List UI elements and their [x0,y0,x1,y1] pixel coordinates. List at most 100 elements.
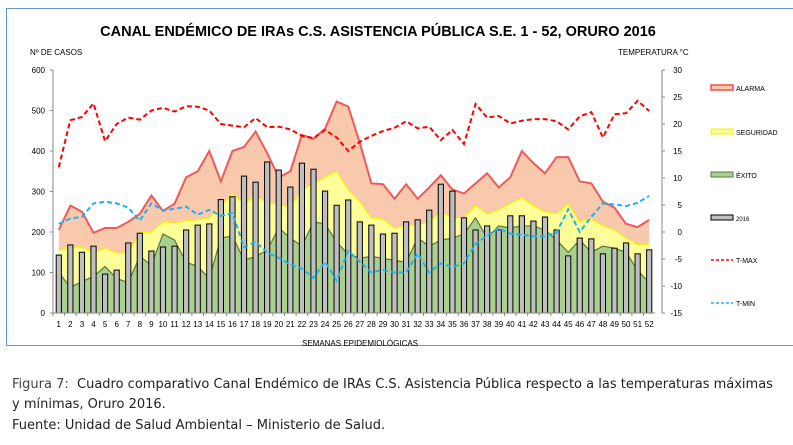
bar-2016 [507,215,514,314]
legend-label-t-max: T-MAX [736,258,758,265]
x-tick-label: 48 [598,320,607,329]
bar-2016 [90,245,97,314]
bar-2016 [345,199,352,314]
bar-2016 [460,217,468,314]
x-tick-label: 10 [159,320,168,329]
y2-tick-label: 10 [673,174,682,183]
y2-tick-label: -5 [675,255,683,264]
x-tick-label: 22 [297,320,306,329]
y-tick-label: 200 [32,228,46,237]
x-tick-label: 6 [114,320,119,329]
bar-2016 [611,247,618,314]
y-tick-label: 300 [32,188,46,197]
x-tick-label: 33 [425,320,434,329]
x-tick-label: 17 [240,320,249,329]
line-layer [57,99,650,283]
x-axis-label: SEMANAS EPIDEMIOLÓGICAS [302,339,418,348]
bar-2016 [414,219,421,314]
chart: CANAL ENDÉMICO DE IRAs C.S. ASISTENCIA P… [30,22,778,348]
bar-2016 [78,251,86,314]
x-tick-label: 42 [529,320,538,329]
x-tick-label: 27 [355,320,364,329]
bar-2016 [101,273,109,314]
legend-swatch-2016 [710,214,734,221]
bar-2016 [426,209,433,314]
x-tick-label: 52 [645,320,654,329]
legend-label-alarma: ALARMA [736,86,765,93]
legend-label-seguridad: SEGURIDAD [736,130,778,137]
bar-2016 [171,245,178,314]
y2-tick-label: 30 [673,66,682,75]
bar-2016 [194,224,201,314]
bar-2016 [298,162,306,314]
x-tick-label: 5 [103,320,108,329]
bar-2016 [541,216,549,314]
y-axis-label: Nº DE CASOS [30,48,82,57]
x-tick-label: 25 [332,320,341,329]
y2-tick-label: 0 [678,228,683,237]
bar-2016 [275,169,282,314]
legend-label-exito: ÉXITO [736,171,757,180]
bar-2016 [136,232,143,314]
x-tick-label: 11 [170,320,179,329]
x-tick-label: 3 [80,320,85,329]
x-tick-label: 32 [413,320,422,329]
bar-2016 [125,242,132,314]
bar-2016 [252,181,259,314]
bar-2016 [183,229,190,314]
axes-layer: 0100200300400500600-15-10-50510152025301… [32,66,683,329]
x-tick-label: 39 [494,320,503,329]
x-tick-label: 31 [402,320,411,329]
y-tick-label: 400 [32,147,46,156]
x-tick-label: 20 [274,320,283,329]
bar-2016 [518,215,525,314]
bar-2016 [553,229,560,314]
x-tick-label: 51 [633,320,642,329]
x-tick-label: 34 [436,320,445,329]
bar-2016 [368,224,375,314]
y-tick-label: 100 [32,269,46,278]
legend-label-t-min: T-MIN [736,301,755,308]
x-tick-label: 24 [321,320,330,329]
x-tick-label: 45 [564,320,573,329]
x-tick-label: 46 [575,320,584,329]
bar-2016 [484,225,491,314]
x-tick-label: 2 [68,320,73,329]
figure-caption-line2: y mínimas, Oruro 2016. [12,397,166,412]
x-tick-label: 40 [506,320,515,329]
y2-tick-label: 5 [678,201,683,210]
x-tick-label: 38 [483,320,492,329]
bar-2016 [333,204,340,314]
x-tick-label: 1 [57,320,62,329]
bar-layer [55,161,653,314]
bar-2016 [264,161,271,314]
x-tick-label: 44 [552,320,561,329]
x-tick-label: 28 [367,320,376,329]
x-tick-label: 43 [541,320,550,329]
x-tick-label: 14 [205,320,214,329]
bar-2016 [206,223,213,314]
y2-tick-label: 25 [673,93,682,102]
x-tick-label: 37 [471,320,480,329]
x-tick-label: 35 [448,320,457,329]
legend-swatch-exito [710,171,734,178]
bar-2016 [449,190,456,314]
bar-2016 [67,244,74,314]
bar-2016 [379,233,387,314]
y-tick-label: 600 [32,66,46,75]
legend: ALARMA SEGURIDAD ÉXITO 2016 T-MAX T-MIN [710,84,778,308]
x-tick-label: 41 [517,320,526,329]
x-tick-label: 15 [216,320,225,329]
area-layer [57,100,650,313]
figure-label: Figura 7: [12,377,69,392]
bar-2016 [576,237,583,314]
figure-source: Fuente: Unidad de Salud Ambiental – Mini… [12,418,386,433]
figure-caption-line1: Figura 7: Cuadro comparativo Canal Endém… [12,377,773,392]
area-alarma-edge [57,100,650,235]
area-seguridad-edge [58,170,650,254]
bar-2016 [588,238,595,314]
x-tick-label: 29 [378,320,387,329]
x-tick-label: 50 [622,320,631,329]
chart-title: CANAL ENDÉMICO DE IRAs C.S. ASISTENCIA P… [100,22,656,40]
legend-swatch-alarma [710,84,734,91]
